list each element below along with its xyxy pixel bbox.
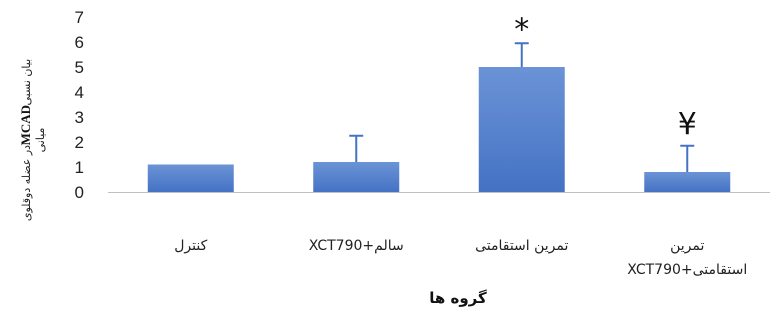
y-axis-title: بیان نسبی MCAD در عضله دوقلوی میانی — [18, 59, 47, 221]
bar — [644, 172, 731, 192]
x-axis-title: گروه ها — [429, 289, 487, 307]
significance-mark: ¥ — [678, 107, 697, 142]
category-label: تمرین — [670, 238, 704, 254]
y-axis-title-bold: MCAD — [18, 105, 33, 145]
y-tick-label: 5 — [75, 58, 84, 77]
category-label-line2: استقامتی+XCT790 — [627, 262, 747, 278]
y-axis-title-line2: میانی — [34, 127, 47, 152]
y-axis-title-suffix: در عضله دوقلوی — [20, 145, 33, 221]
category-labels: کنترل سالم+XCT790 تمرین استقامتی تمرین استقا… — [174, 238, 747, 278]
y-tick-label: 2 — [75, 133, 84, 152]
bar — [313, 162, 400, 192]
svg-text:بیان نسبی MCAD در: بیان نسبی MCAD در عضله دوقلوی — [18, 59, 33, 221]
y-tick-label: 3 — [75, 108, 84, 127]
significance-marks: *¥ — [514, 12, 697, 142]
category-label: کنترل — [174, 238, 207, 254]
y-tick-label: 0 — [75, 183, 84, 202]
error-bars — [349, 42, 695, 172]
significance-mark: * — [514, 12, 529, 47]
category-label: تمرین استقامتی — [475, 238, 568, 254]
y-tick-label: 1 — [75, 158, 84, 177]
y-axis-title-prefix: بیان نسبی — [20, 59, 33, 106]
y-tick-label: 7 — [75, 8, 84, 27]
category-label: سالم+XCT790 — [309, 238, 404, 254]
y-tick-label: 6 — [75, 33, 84, 52]
bars — [147, 67, 731, 192]
y-axis-ticks: 0 1 2 3 4 5 6 7 — [75, 8, 84, 202]
bar — [478, 67, 565, 192]
y-tick-label: 4 — [75, 83, 84, 102]
bar — [147, 164, 234, 192]
